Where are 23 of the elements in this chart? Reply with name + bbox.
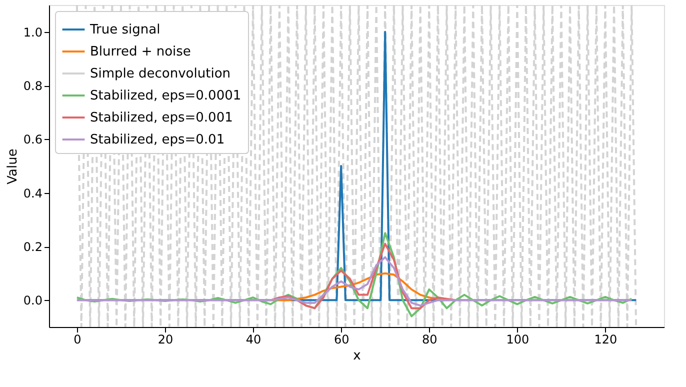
x-tick-label: 80	[422, 332, 438, 346]
x-axis-title: x	[353, 348, 362, 364]
y-tick-label: 0.0	[23, 294, 42, 308]
y-axis-title: Value	[5, 148, 20, 184]
x-tick-label: 100	[506, 332, 530, 346]
legend-label: Stabilized, eps=0.01	[90, 132, 225, 148]
x-tick-label: 60	[334, 332, 350, 346]
x-tick-label: 0	[74, 332, 82, 346]
y-tick-label: 1.0	[23, 25, 42, 40]
legend-label: Simple deconvolution	[90, 66, 231, 82]
legend-label: True signal	[89, 22, 160, 38]
line-series	[76, 256, 633, 307]
y-tick-label: 0.2	[23, 240, 42, 254]
x-tick-label: 20	[158, 332, 174, 346]
line-series	[76, 232, 633, 318]
x-tick-label: 120	[594, 332, 618, 346]
legend-label: Stabilized, eps=0.001	[90, 110, 233, 126]
y-tick-label: 0.4	[23, 186, 42, 200]
x-tick-label: 40	[246, 332, 262, 346]
legend-label: Stabilized, eps=0.0001	[90, 88, 242, 104]
y-tick-label: 0.8	[23, 79, 42, 93]
y-tick-label: 0.6	[23, 132, 42, 147]
legend-label: Blurred + noise	[90, 44, 191, 60]
